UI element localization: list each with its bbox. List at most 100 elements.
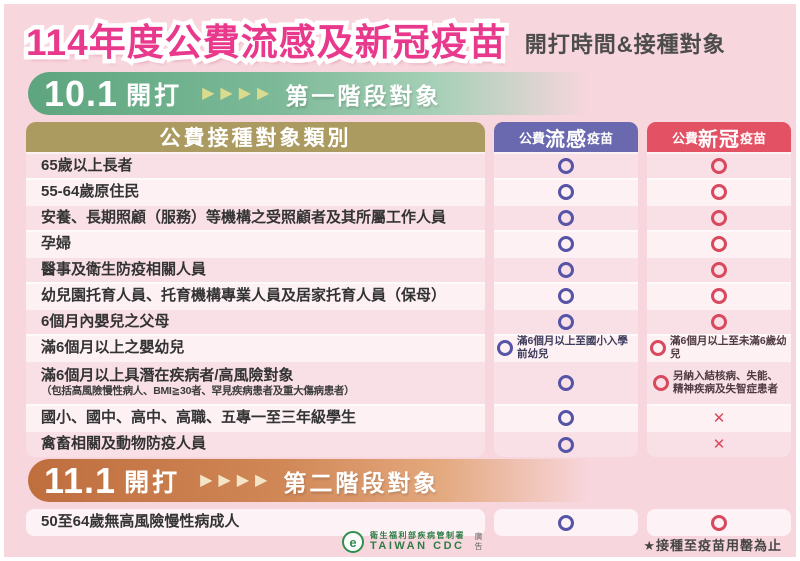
arrow-right-icons: ▶ ▶ ▶ ▶: [200, 459, 267, 502]
flu-cell: [494, 152, 638, 178]
arrow-right-icon: ▶: [218, 472, 231, 489]
eligible-circle-icon: [711, 314, 727, 330]
category-cell: 孕婦: [26, 230, 485, 256]
eligible-circle-icon: [711, 514, 727, 531]
eligible-circle-icon: [558, 375, 574, 391]
covid-header-name: 新冠: [698, 128, 740, 151]
page-title: 114年度公費流感及新冠疫苗 114年度公費流感及新冠疫苗 開打時間&接種對象: [18, 6, 726, 72]
eligible-circle-icon: [650, 340, 666, 356]
stage2-date: 11.1: [44, 460, 117, 501]
eligible-circle-icon: [558, 514, 574, 531]
flu-cell: [494, 256, 638, 282]
category-cell: 禽畜相關及動物防疫人員: [26, 430, 485, 457]
category-cell: 滿6個月以上具潛在疾病者/高風險對象 （包括高風險慢性病人、BMI≧30者、罕見疾…: [26, 360, 485, 404]
cdc-logo-text: 衛生福利部疾病管制署 TAIWAN CDC: [370, 531, 465, 553]
flu-cell: [494, 230, 638, 256]
flu-cell: [494, 204, 638, 230]
eligible-circle-icon: [558, 158, 574, 174]
cdc-logo-icon: e: [342, 531, 364, 553]
stage2-banner: 11.1 開打 ▶ ▶ ▶ ▶ 第二階段對象: [28, 459, 613, 502]
category-cell: 安養、長期照顧（服務）等機構之受照顧者及其所屬工作人員: [26, 204, 485, 230]
flu-header-suffix: 疫苗: [587, 130, 614, 146]
category-cell: 55-64歲原住民: [26, 178, 485, 204]
category-cell: 國小、國中、高中、高職、五專一至三年級學生: [26, 404, 485, 430]
covid-cell: ✕: [647, 430, 791, 457]
eligible-circle-icon: [558, 210, 574, 226]
category-cell: 50至64歲無高風險慢性病成人: [26, 509, 485, 536]
cdc-org-name-en: TAIWAN CDC: [370, 540, 465, 553]
category-cell: 6個月內嬰兒之父母: [26, 308, 485, 334]
taiwan-cdc-logo: e 衛生福利部疾病管制署 TAIWAN CDC 廣告: [342, 531, 484, 553]
flu-cell: 滿6個月以上至國小入學前幼兒: [494, 334, 638, 360]
category-column-header: 公費接種對象類別: [26, 122, 485, 152]
not-eligible-cross-icon: ✕: [712, 436, 726, 453]
eligible-circle-icon: [558, 410, 574, 426]
eligible-circle-icon: [711, 184, 727, 200]
arrow-right-icon: ▶: [257, 85, 270, 102]
stage1-action: 開打: [126, 81, 183, 110]
flu-column-header: 公費 流感 疫苗: [494, 122, 638, 152]
eligible-circle-icon: [711, 262, 727, 278]
flu-cell: [494, 509, 638, 536]
flu-cell: [494, 178, 638, 204]
not-eligible-cross-icon: ✕: [712, 409, 726, 427]
covid-cell: ✕: [647, 404, 791, 430]
stage2-action: 開打: [124, 468, 181, 497]
covid-cell: [647, 178, 791, 204]
flu-header-name: 流感: [545, 128, 587, 151]
flu-cell: [494, 404, 638, 430]
supply-footnote: ★接種至疫苗用罄為止: [643, 538, 782, 553]
covid-cell: [647, 204, 791, 230]
eligible-circle-icon: [653, 375, 669, 391]
eligible-circle-icon: [558, 436, 574, 453]
eligible-circle-icon: [711, 288, 727, 304]
stage1-date: 10.1: [44, 73, 119, 114]
arrow-right-icons: ▶ ▶ ▶ ▶: [202, 72, 269, 115]
covid-column-header: 公費 新冠 疫苗: [647, 122, 791, 152]
arrow-right-icon: ▶: [220, 85, 233, 102]
flu-cell: [494, 430, 638, 457]
eligible-circle-icon: [558, 236, 574, 252]
eligible-circle-icon: [558, 288, 574, 304]
arrow-right-icon: ▶: [200, 472, 213, 489]
eligible-circle-icon: [711, 158, 727, 174]
sub-title-text: 開打時間&接種對象: [524, 32, 726, 57]
covid-cell: [647, 230, 791, 256]
stage1-table: 公費接種對象類別 公費 流感 疫苗 公費 新冠 疫苗 65歲以上長者 55-64歲原住民安…: [26, 122, 791, 457]
covid-cell: [647, 308, 791, 334]
arrow-right-icon: ▶: [255, 472, 268, 489]
covid-cell: [647, 152, 791, 178]
eligible-circle-icon: [497, 340, 513, 356]
covid-cell: 另納入結核病、失能、精神疾病及失智症患者: [647, 360, 791, 404]
covid-cell: [647, 256, 791, 282]
main-title-outline: 114年度公費流感及新冠疫苗: [22, 18, 511, 68]
category-cell: 滿6個月以上之嬰幼兒: [26, 334, 485, 360]
flu-cell: [494, 282, 638, 308]
flu-cell: [494, 308, 638, 334]
flu-cell: [494, 360, 638, 404]
stage1-banner: 10.1 開打 ▶ ▶ ▶ ▶ 第一階段對象: [28, 72, 613, 115]
category-cell: 醫事及衛生防疫相關人員: [26, 256, 485, 282]
covid-cell: [647, 282, 791, 308]
stage2-table: 50至64歲無高風險慢性病成人: [26, 509, 791, 536]
covid-cell-note: 滿6個月以上至未滿6歲幼兒: [670, 335, 787, 360]
cdc-org-name-zh: 衛生福利部疾病管制署: [370, 531, 465, 541]
eligible-circle-icon: [558, 262, 574, 278]
eligible-circle-icon: [711, 236, 727, 252]
main-title-text: 114年度公費流感及新冠疫苗: [26, 22, 507, 63]
main-title: 114年度公費流感及新冠疫苗 114年度公費流感及新冠疫苗: [18, 6, 515, 72]
eligible-circle-icon: [558, 314, 574, 330]
covid-cell-note: 另納入結核病、失能、精神疾病及失智症患者: [673, 370, 778, 395]
eligible-circle-icon: [558, 184, 574, 200]
stage1-label: 第一階段對象: [285, 82, 442, 109]
ad-label: 廣告: [474, 532, 483, 552]
category-note-text: （包括高風險慢性病人、BMI≧30者、罕見疾病患者及重大傷病患者）: [41, 385, 355, 398]
arrow-right-icon: ▶: [238, 85, 252, 102]
covid-cell: 滿6個月以上至未滿6歲幼兒: [647, 334, 791, 360]
flu-cell-note: 滿6個月以上至國小入學前幼兒: [517, 335, 628, 360]
eligible-circle-icon: [711, 210, 727, 226]
arrow-right-icon: ▶: [236, 472, 250, 489]
stage2-label: 第二階段對象: [283, 469, 440, 496]
category-cell: 幼兒園托育人員、托育機構專業人員及居家托育人員（保母）: [26, 282, 485, 308]
